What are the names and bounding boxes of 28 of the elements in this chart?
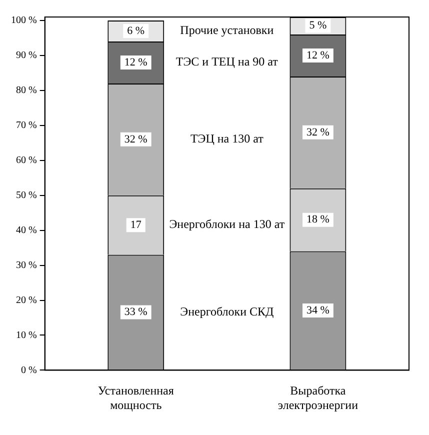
y-tick-label: 60 % bbox=[16, 155, 37, 166]
data-label: 33 % bbox=[124, 306, 148, 318]
y-tick-label: 90 % bbox=[16, 50, 37, 62]
y-tick-label: 40 % bbox=[16, 224, 37, 236]
data-label: 18 % bbox=[306, 214, 330, 226]
data-label: 34 % bbox=[306, 304, 330, 316]
data-label: 32 % bbox=[124, 133, 148, 146]
y-tick-label: 50 % bbox=[16, 190, 37, 201]
data-label: 12 % bbox=[124, 56, 148, 68]
y-tick-label: 0 % bbox=[20, 364, 37, 376]
series-label: ТЭС и ТЕЦ на 90 ат bbox=[176, 54, 279, 69]
data-label: 6 % bbox=[127, 24, 145, 37]
y-tick-label: 70 % bbox=[16, 120, 37, 132]
data-label: 12 % bbox=[306, 49, 330, 62]
data-label: 17 bbox=[130, 218, 142, 231]
data-label: 32 % bbox=[306, 126, 330, 138]
series-label: Энергоблоки на 130 ат bbox=[169, 217, 286, 232]
y-tick-label: 20 % bbox=[16, 294, 37, 306]
y-tick-label: 10 % bbox=[16, 330, 37, 341]
text: ТЭЦ на 130 ат bbox=[190, 132, 264, 146]
x-tick-label: Установленная мощность bbox=[98, 384, 174, 412]
series-label: Энергоблоки СКД bbox=[180, 304, 274, 318]
series-label: Прочие установки bbox=[180, 23, 274, 38]
x-tick-label: Выработка электроэнергии bbox=[278, 384, 359, 412]
data-label: 5 % bbox=[309, 20, 327, 32]
y-tick-label: 100 % bbox=[10, 15, 37, 26]
y-tick-label: 80 % bbox=[16, 85, 37, 96]
y-tick-label: 30 % bbox=[16, 260, 37, 271]
